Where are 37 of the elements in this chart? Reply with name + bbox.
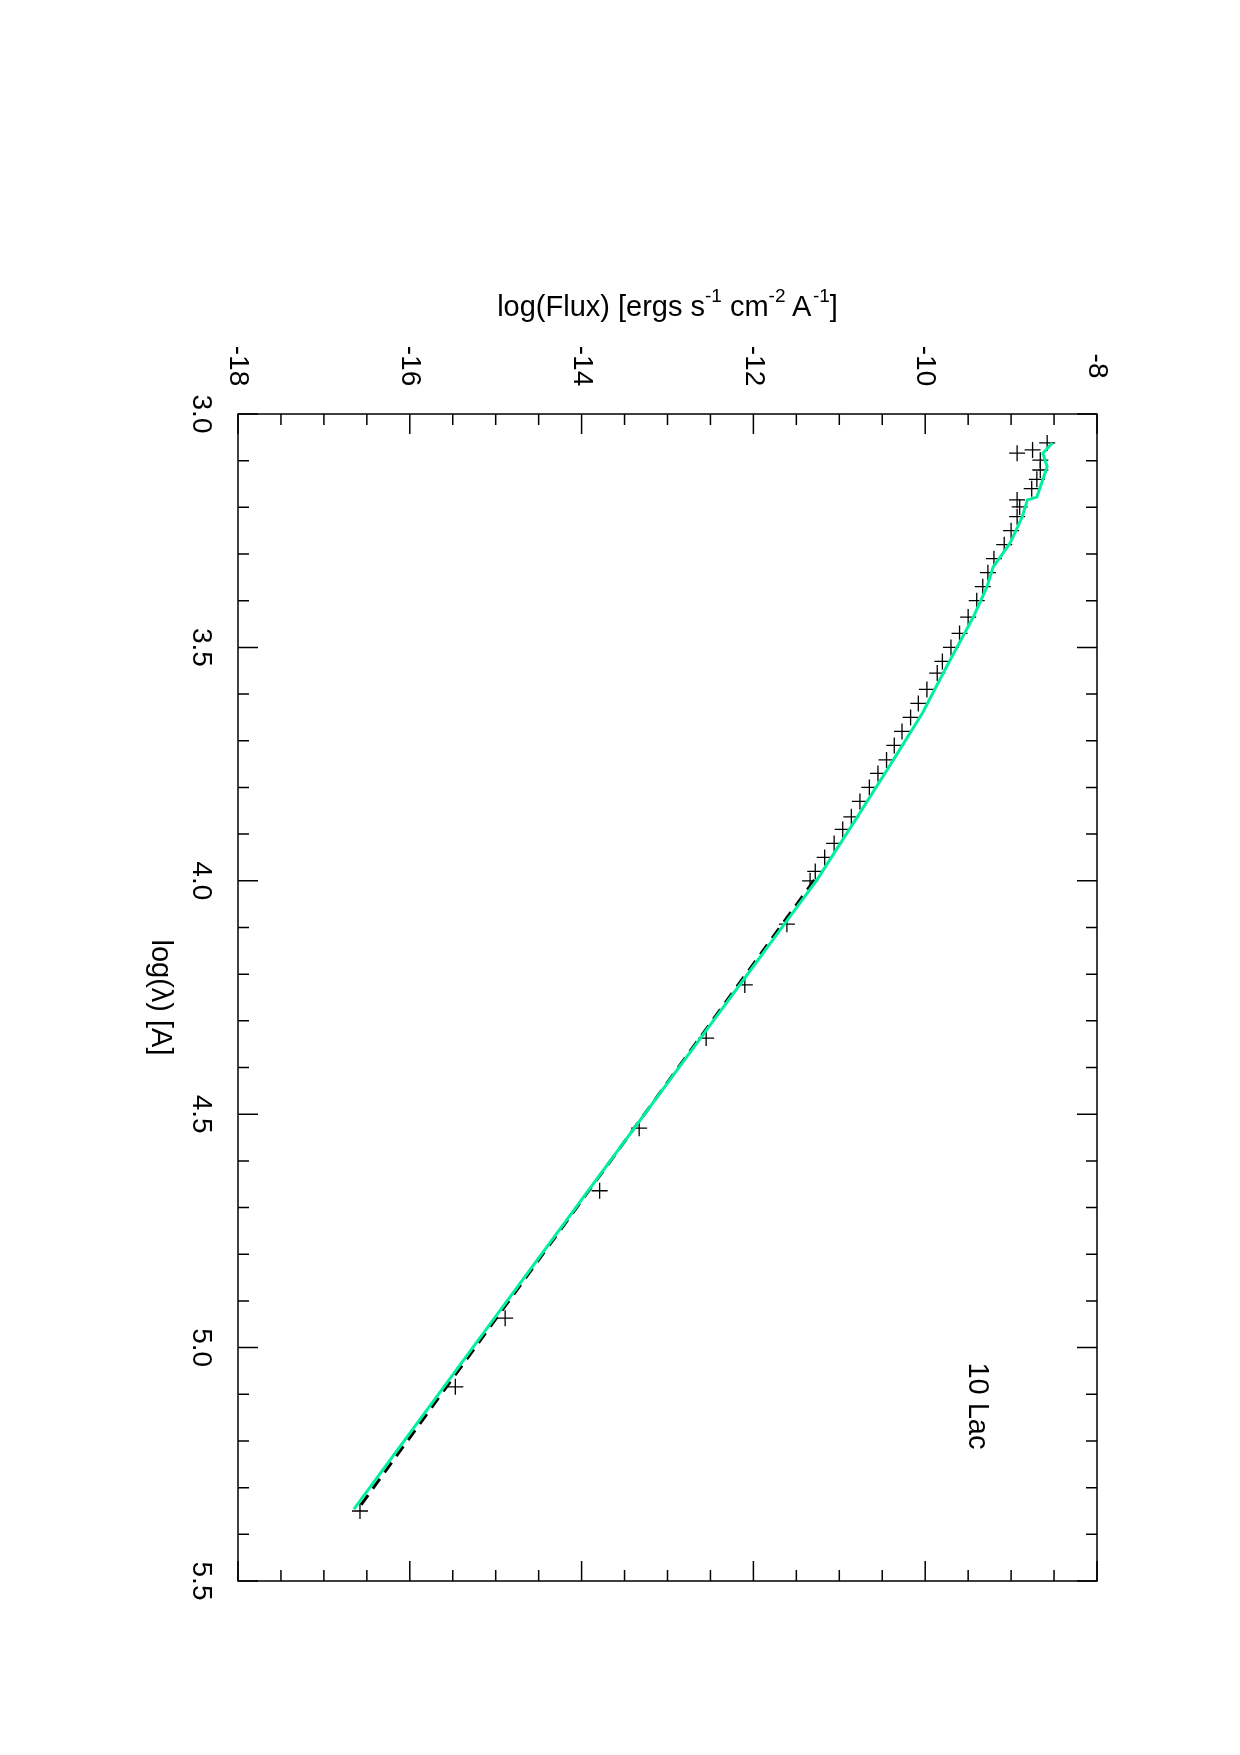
point <box>979 564 997 582</box>
point <box>1002 522 1020 540</box>
point <box>885 736 903 755</box>
point <box>1023 480 1041 498</box>
annotation: 10 Lac <box>962 1362 995 1450</box>
point <box>1011 498 1029 516</box>
point <box>351 1502 369 1520</box>
x-tick-label: -12 <box>739 345 771 387</box>
x-tick-label: -8 <box>1083 353 1115 379</box>
point <box>950 624 969 643</box>
y-tick-label: 5.5 <box>187 1561 219 1601</box>
point <box>959 608 977 626</box>
point <box>918 680 936 699</box>
y-tick-label: 3.0 <box>187 394 219 434</box>
point <box>974 578 992 596</box>
x-tick-label: -14 <box>567 345 599 387</box>
x-tick-label: -18 <box>224 345 256 387</box>
point <box>496 1309 514 1327</box>
y-tick-label: 4.5 <box>187 1094 219 1134</box>
point <box>1031 461 1049 479</box>
point <box>1038 434 1056 452</box>
point <box>901 708 920 727</box>
point <box>590 1182 609 1200</box>
y-tick-label: 5.0 <box>187 1328 219 1368</box>
point <box>893 722 911 741</box>
point <box>1008 491 1026 509</box>
point <box>909 694 927 713</box>
point <box>1008 444 1026 462</box>
point <box>446 1378 464 1396</box>
x-tick-label: -10 <box>911 345 943 387</box>
point <box>1008 508 1026 526</box>
point <box>806 862 824 881</box>
y-tick-label: 3.5 <box>187 627 219 667</box>
y-axis-title: log(λ) [A] <box>146 939 178 1056</box>
y-tick-label: 4.0 <box>187 861 219 901</box>
point <box>1028 470 1046 488</box>
x-tick-label: -16 <box>396 345 428 387</box>
